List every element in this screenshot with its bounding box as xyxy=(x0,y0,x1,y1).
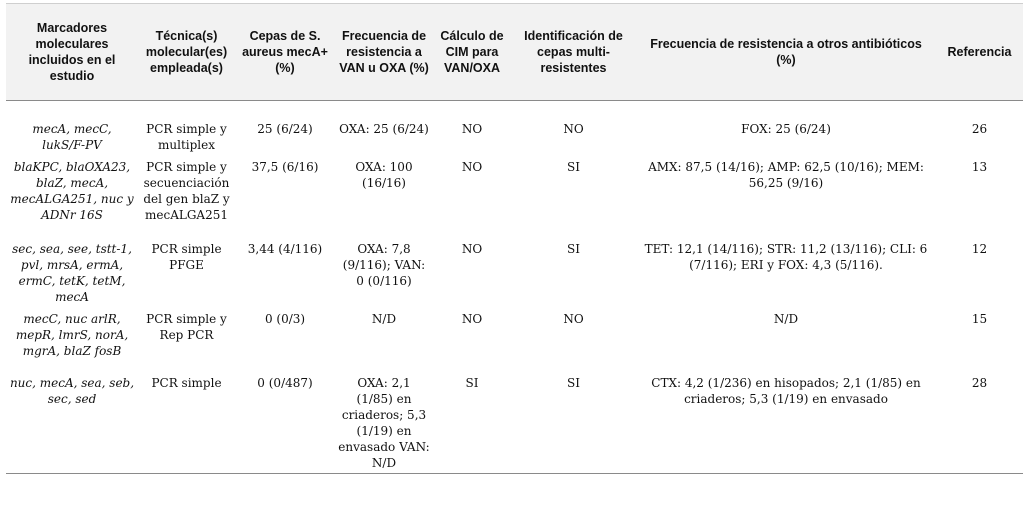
header-markers-label: Marcadores moleculares incluidos en el e… xyxy=(28,21,116,83)
cell-cepas: 0 (0/3) xyxy=(264,312,306,326)
cell-freq: OXA: 7,8 (9/116); VAN: 0 (0/116) xyxy=(342,242,426,288)
header-markers: Marcadores moleculares incluidos en el e… xyxy=(6,3,138,101)
cell-freq: OXA: 25 (6/24) xyxy=(339,122,429,136)
cell-ref: 28 xyxy=(936,359,1023,474)
header-multi: Identificación de cepas multi-resistente… xyxy=(511,3,636,101)
header-cepas: Cepas de S. aureus mecA+ (%) xyxy=(235,3,335,101)
cell-technique: PCR simple y Rep PCR xyxy=(146,312,227,342)
table-row: blaKPC, blaOXA23, blaZ, mecA, mecALGA251… xyxy=(6,153,1023,223)
cell-cim: SI xyxy=(433,359,511,474)
header-freq-label: Frecuencia de resistencia a VAN u OXA (%… xyxy=(339,29,429,75)
cell-markers: sec, sea, see, tstt-1, pvl, mrsA, ermA, … xyxy=(12,242,132,304)
cell-cepas: 37,5 (6/16) xyxy=(251,160,319,174)
cell-other: TET: 12,1 (14/116); STR: 11,2 (13/116); … xyxy=(644,242,928,272)
cell-freq: OXA: 100 (16/16) xyxy=(355,160,413,190)
header-other: Frecuencia de resistencia a otros antibi… xyxy=(636,3,936,101)
cell-multi: SI xyxy=(567,160,580,174)
results-table: Marcadores moleculares incluidos en el e… xyxy=(6,3,1023,474)
cell-multi: SI xyxy=(511,359,636,474)
cell-other: N/D xyxy=(773,312,799,326)
cell-markers: blaKPC, blaOXA23, blaZ, mecA, mecALGA251… xyxy=(10,160,134,222)
header-other-label: Frecuencia de resistencia a otros antibi… xyxy=(650,37,922,67)
cell-multi: NO xyxy=(563,122,584,136)
header-cim-label: Cálculo de CIM para VAN/OXA xyxy=(440,29,504,75)
cell-cim: NO xyxy=(461,312,483,326)
header-technique-label: Técnica(s) molecular(es) empleada(s) xyxy=(145,29,228,75)
cell-markers: nuc, mecA, sea, seb, sec, sed xyxy=(6,359,138,474)
cell-ref: 26 xyxy=(971,122,988,136)
cell-technique: PCR simple PFGE xyxy=(151,242,222,272)
cell-technique: PCR simple xyxy=(138,359,235,474)
cell-other: FOX: 25 (6/24) xyxy=(741,122,831,136)
header-ref-label: Referencia xyxy=(947,45,1012,59)
cell-ref: 13 xyxy=(971,160,988,174)
cell-other: CTX: 4,2 (1/236) en hisopados; 2,1 (1/85… xyxy=(636,359,936,474)
header-technique: Técnica(s) molecular(es) empleada(s) xyxy=(138,3,235,101)
cell-other: AMX: 87,5 (14/16); AMP: 62,5 (10/16); ME… xyxy=(648,160,924,190)
cell-freq: OXA: 2,1 (1/85) en criaderos; 5,3 (1/19)… xyxy=(335,359,433,474)
table-row: mecC, nuc arlR, mepR, lmrS, norA, mgrA, … xyxy=(6,305,1023,359)
cell-ref: 12 xyxy=(971,242,988,256)
cell-markers: mecA, mecC, lukS/F-PV xyxy=(32,122,112,152)
cell-freq: N/D xyxy=(371,312,397,326)
header-freq-van-oxa: Frecuencia de resistencia a VAN u OXA (%… xyxy=(335,3,433,101)
header-multi-label: Identificación de cepas multi-resistente… xyxy=(524,29,623,75)
cell-ref: 15 xyxy=(971,312,988,326)
cell-cim: NO xyxy=(461,160,483,174)
header-cim: Cálculo de CIM para VAN/OXA xyxy=(433,3,511,101)
table-row: sec, sea, see, tstt-1, pvl, mrsA, ermA, … xyxy=(6,223,1023,305)
cell-technique: PCR simple y multiplex xyxy=(146,122,227,152)
cell-markers: mecC, nuc arlR, mepR, lmrS, norA, mgrA, … xyxy=(15,312,129,358)
cell-cim: NO xyxy=(461,122,483,136)
header-ref: Referencia xyxy=(936,3,1023,101)
cell-cim: NO xyxy=(461,242,483,256)
cell-technique: PCR simple y secuenciación del gen blaZ … xyxy=(143,160,230,222)
cell-cepas: 0 (0/487) xyxy=(235,359,335,474)
table-header-row: Marcadores moleculares incluidos en el e… xyxy=(6,3,1023,101)
cell-multi: SI xyxy=(567,242,580,256)
cell-cepas: 3,44 (4/116) xyxy=(247,242,323,256)
cell-multi: NO xyxy=(563,312,584,326)
table-row: nuc, mecA, sea, seb, sec, sed PCR simple… xyxy=(6,359,1023,474)
cell-cepas: 25 (6/24) xyxy=(257,122,313,136)
table-row: mecA, mecC, lukS/F-PV PCR simple y multi… xyxy=(6,101,1023,154)
